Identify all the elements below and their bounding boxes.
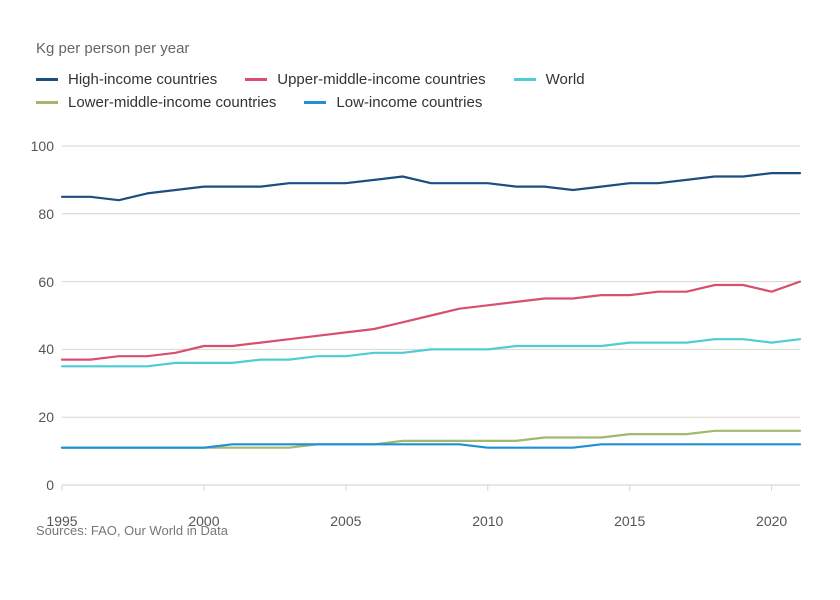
- series-line-low-income: [62, 444, 800, 447]
- legend-item-low-income: Low-income countries: [304, 94, 482, 111]
- chart-svg: [36, 125, 804, 505]
- y-tick-label: 100: [30, 138, 54, 154]
- x-tick-label: 2010: [472, 513, 503, 529]
- y-tick-label: 20: [30, 409, 54, 425]
- series-line-upper-middle: [62, 282, 800, 360]
- legend-label: Lower-middle-income countries: [68, 94, 276, 111]
- legend-item-upper-middle: Upper-middle-income countries: [245, 71, 485, 88]
- x-tick-label: 2020: [756, 513, 787, 529]
- y-tick-label: 0: [30, 477, 54, 493]
- legend-item-lower-middle: Lower-middle-income countries: [36, 94, 276, 111]
- legend-swatch: [36, 78, 58, 81]
- legend-swatch: [304, 101, 326, 104]
- sources-text: Sources: FAO, Our World in Data: [36, 523, 804, 538]
- y-tick-label: 80: [30, 206, 54, 222]
- legend-swatch: [36, 101, 58, 104]
- y-tick-label: 40: [30, 341, 54, 357]
- legend-label: High-income countries: [68, 71, 217, 88]
- legend-label: World: [546, 71, 585, 88]
- x-tick-label: 2005: [330, 513, 361, 529]
- legend: High-income countries Upper-middle-income…: [36, 71, 804, 111]
- legend-item-world: World: [514, 71, 585, 88]
- legend-item-high-income: High-income countries: [36, 71, 217, 88]
- legend-label: Low-income countries: [336, 94, 482, 111]
- x-tick-label: 2000: [188, 513, 219, 529]
- legend-swatch: [245, 78, 267, 81]
- legend-swatch: [514, 78, 536, 81]
- x-tick-label: 2015: [614, 513, 645, 529]
- x-tick-label: 1995: [46, 513, 77, 529]
- y-axis-subtitle: Kg per person per year: [36, 40, 804, 57]
- y-tick-label: 60: [30, 274, 54, 290]
- plot-area: 020406080100199520002005201020152020: [36, 125, 804, 505]
- chart-container: Kg per person per year High-income count…: [0, 0, 840, 600]
- series-line-high-income: [62, 173, 800, 200]
- legend-label: Upper-middle-income countries: [277, 71, 485, 88]
